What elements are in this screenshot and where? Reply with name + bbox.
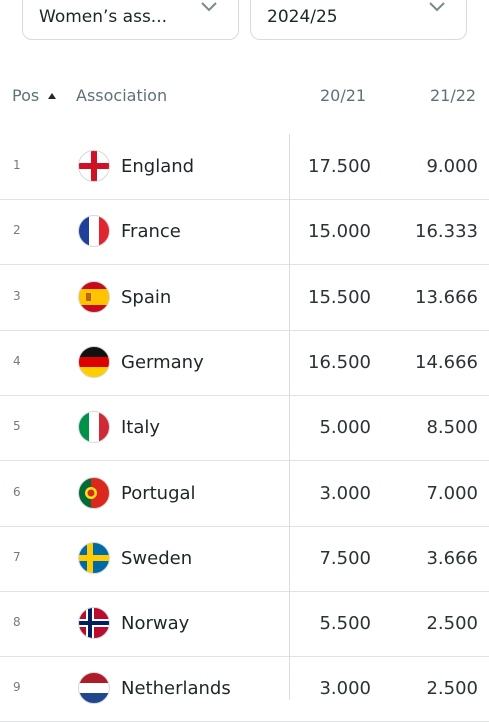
germany-flag-icon [78,345,110,378]
italy-flag-icon [78,411,110,444]
association-type-value: Women’s ass... [39,7,168,27]
row-association-name[interactable]: Italy [121,417,161,439]
sort-ascending-icon[interactable] [48,93,56,99]
row-coefficient-2122: 9.000 [426,156,478,177]
row-coefficient-2021: 15.500 [308,286,371,308]
row-position: 2 [13,223,21,238]
row-coefficient-2122: 13.666 [415,286,478,308]
table-row[interactable]: 4 Germany 16.500 14.666 [0,330,489,396]
row-association-name[interactable]: Netherlands [121,678,231,700]
column-header-pos[interactable]: Pos [12,86,40,105]
table-row[interactable]: 7 Sweden 7.500 3.666 [0,526,489,592]
row-association-name[interactable]: England [121,156,195,177]
sweden-flag-icon [78,541,110,574]
row-position: 7 [13,549,21,564]
row-association-name[interactable]: Portugal [121,482,196,504]
row-coefficient-2021: 7.500 [319,547,371,569]
row-coefficient-2122: 16.333 [415,221,478,243]
chevron-down-icon [429,2,445,12]
row-coefficient-2122: 2.500 [426,613,478,635]
row-coefficient-2021: 15.000 [308,221,371,243]
row-association-name[interactable]: Sweden [121,547,193,569]
column-divider [289,134,290,700]
chevron-down-icon [201,2,217,12]
row-association-name[interactable]: Germany [121,351,204,373]
row-coefficient-2122: 2.500 [426,678,478,700]
column-header-2021[interactable]: 20/21 [320,86,367,105]
row-position: 6 [13,484,21,499]
row-position: 1 [13,158,21,172]
norway-flag-icon [78,607,110,640]
row-coefficient-2122: 14.666 [415,351,478,373]
table-row[interactable]: 2 France 15.000 16.333 [0,199,489,266]
table-row[interactable]: 5 Italy 5.000 8.500 [0,395,489,462]
season-value: 2024/25 [267,7,338,27]
row-position: 3 [13,288,21,303]
row-position: 8 [13,615,21,630]
table-row[interactable]: 8 Norway 5.500 2.500 [0,591,489,658]
column-header-association[interactable]: Association [76,86,168,105]
row-coefficient-2122: 3.666 [426,547,478,569]
table-row[interactable]: 9 Netherlands 3.000 2.500 [0,656,489,722]
spain-flag-icon [78,280,110,313]
table-row[interactable]: 3 Spain 15.500 13.666 [0,265,489,331]
row-position: 9 [13,680,21,695]
france-flag-icon [78,215,110,248]
row-coefficient-2021: 5.000 [319,417,371,439]
row-coefficient-2021: 3.000 [319,678,371,700]
table-row[interactable]: 6 Portugal 3.000 7.000 [0,461,489,527]
row-coefficient-2021: 17.500 [308,156,371,177]
row-position: 5 [13,419,21,434]
column-header-2122[interactable]: 21/22 [430,86,477,105]
row-coefficient-2122: 8.500 [426,417,478,439]
row-association-name[interactable]: Spain [121,286,172,308]
season-dropdown[interactable]: 2024/25 [250,0,467,40]
row-position: 4 [13,353,21,368]
association-type-dropdown[interactable]: Women’s ass... [22,0,239,40]
table-header: Pos Association 20/21 21/22 [0,70,489,122]
row-coefficient-2021: 3.000 [319,482,371,504]
row-coefficient-2122: 7.000 [426,482,478,504]
row-association-name[interactable]: France [121,221,181,243]
row-association-name[interactable]: Norway [121,613,190,635]
row-coefficient-2021: 16.500 [308,351,371,373]
table-row[interactable]: 1 England 17.500 9.000 [0,134,489,200]
england-flag-icon [78,150,110,182]
portugal-flag-icon [78,476,110,509]
row-coefficient-2021: 5.500 [319,613,371,635]
